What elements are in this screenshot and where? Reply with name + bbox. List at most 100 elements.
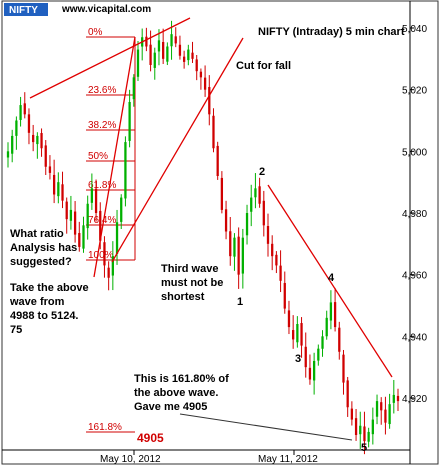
fib-level-label: 23.6%: [88, 85, 116, 96]
x-tick-label: May 10, 2012: [100, 454, 161, 465]
note-connector-line: [179, 413, 353, 441]
y-tick-label: 5,020: [402, 86, 427, 97]
candle-body: [241, 237, 244, 274]
third-wave-line-2: must not be: [161, 277, 223, 289]
candle-body: [233, 237, 236, 257]
candle-body: [149, 44, 152, 65]
candle-body: [292, 330, 295, 340]
candle-body: [19, 105, 22, 120]
candle-body: [312, 361, 316, 381]
candle-body: [363, 426, 366, 442]
badge-label: NIFTY: [9, 5, 38, 16]
candle-body: [40, 133, 43, 149]
candle-body: [350, 408, 354, 420]
candle-body: [115, 222, 119, 254]
candle-body: [162, 41, 165, 59]
trend-line: [267, 184, 393, 378]
candle-body: [27, 114, 31, 133]
y-tick-label: 4,980: [402, 209, 427, 220]
fib-level-label: 50%: [88, 151, 108, 162]
candle-body: [107, 267, 110, 278]
wave-label-4: 4: [328, 272, 335, 284]
candle-body: [271, 243, 274, 257]
fibonacci-layer: 0% 23.6% 38.2% 50% 61.8% 76.4% 100% 161.8%: [86, 27, 136, 433]
ratio-question-line-2: Analysis has: [10, 242, 77, 254]
candle-body: [6, 151, 10, 158]
candle-body: [57, 182, 60, 197]
candle-body: [354, 418, 358, 435]
candle-body: [266, 226, 270, 244]
fib-level-label: 161.8%: [88, 422, 122, 433]
candle-body: [124, 142, 127, 199]
y-tick-label: 4,960: [402, 271, 427, 282]
candle-body: [317, 348, 320, 361]
candle-body: [166, 46, 169, 62]
candle-body: [69, 209, 73, 221]
candle-body: [32, 134, 35, 143]
candle-body: [287, 310, 291, 328]
candle-body: [384, 409, 387, 423]
website-label: www.vicapital.com: [61, 4, 151, 15]
candle-body: [128, 102, 131, 141]
candle-body: [250, 197, 253, 212]
x-tick-label: May 11, 2012: [258, 454, 318, 465]
axis-layer: 5,040 5,020 5,000 4,980 4,960 4,940 4,920 May 1…: [100, 24, 427, 465]
wave-text-line-2: wave from: [9, 296, 65, 308]
candle-body: [380, 402, 383, 411]
candle-body: [346, 380, 349, 408]
candle-body: [375, 401, 379, 417]
candle-body: [392, 394, 395, 403]
candle-body: [359, 425, 362, 435]
wave-text-line-1: Take the above: [10, 282, 89, 294]
third-wave-line-1: Third wave: [161, 263, 218, 275]
candle-body: [103, 242, 106, 266]
candle-body: [157, 40, 161, 52]
candle-body: [304, 346, 307, 368]
badge-background: [4, 3, 48, 16]
candle-body: [245, 213, 249, 236]
candle-body: [229, 231, 232, 257]
candle-body: [111, 256, 114, 276]
wave-text-line-3: 4988 to 5124.: [10, 310, 79, 322]
candle-body: [73, 211, 77, 235]
candle-body: [333, 302, 337, 328]
wave-label-3: 3: [295, 353, 301, 365]
candle-body: [15, 120, 18, 136]
ratio-question-line-1: What ratio: [10, 228, 64, 240]
candle-body: [325, 317, 328, 337]
candle-body: [296, 324, 299, 343]
candle-body: [329, 302, 333, 321]
candle-body: [279, 265, 282, 281]
candle-body: [132, 77, 135, 100]
y-tick-label: 4,920: [402, 394, 427, 405]
candle-body: [78, 232, 81, 247]
candle-body: [308, 367, 312, 380]
candle-body: [23, 103, 26, 115]
candle-body: [170, 34, 173, 47]
candle-body: [342, 354, 345, 383]
symbol-badge: NIFTY: [4, 3, 48, 16]
candle-body: [321, 336, 324, 349]
candle-body: [216, 145, 219, 176]
ratio-question-line-3: suggested?: [10, 256, 72, 268]
candle-body: [136, 49, 140, 77]
cut-for-fall-note: Cut for fall: [236, 60, 291, 72]
candle-body: [367, 431, 370, 442]
candle-body: [199, 71, 203, 78]
trend-line: [29, 17, 191, 99]
y-tick-label: 4,940: [402, 332, 427, 343]
trend-lines-layer: [29, 17, 393, 378]
candle-body: [90, 188, 94, 203]
candle-body: [283, 282, 286, 309]
candle-body: [11, 135, 14, 154]
candle-body: [195, 59, 198, 72]
third-wave-line-3: shortest: [161, 291, 205, 303]
fib-level-label: 0%: [88, 27, 103, 38]
wave-label-1: 1: [237, 296, 243, 308]
candle-body: [191, 52, 194, 59]
candle-body: [61, 184, 64, 201]
candle-body: [254, 188, 257, 198]
fib-level-label: 100%: [88, 250, 114, 261]
